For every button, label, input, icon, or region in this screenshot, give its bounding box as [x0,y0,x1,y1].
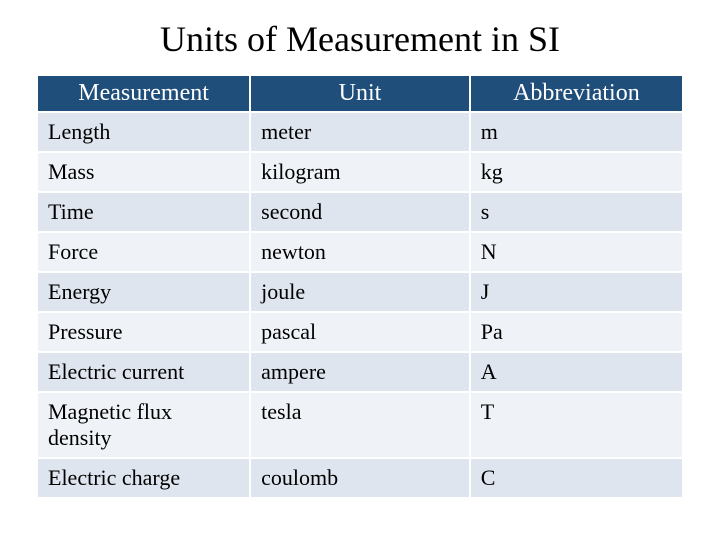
table-row: Energy joule J [37,272,683,312]
si-units-table: Measurement Unit Abbreviation Length met… [36,74,684,499]
cell-unit: coulomb [250,458,470,498]
table-row: Length meter m [37,112,683,152]
table-row: Electric current ampere A [37,352,683,392]
cell-unit: second [250,192,470,232]
cell-measurement: Time [37,192,250,232]
col-header-measurement: Measurement [37,75,250,112]
table-row: Time second s [37,192,683,232]
cell-unit: pascal [250,312,470,352]
cell-abbreviation: A [470,352,683,392]
table-row: Electric charge coulomb C [37,458,683,498]
table-row: Pressure pascal Pa [37,312,683,352]
cell-measurement: Energy [37,272,250,312]
cell-measurement: Length [37,112,250,152]
cell-abbreviation: s [470,192,683,232]
cell-measurement: Electric charge [37,458,250,498]
table-row: Mass kilogram kg [37,152,683,192]
col-header-abbreviation: Abbreviation [470,75,683,112]
cell-measurement: Force [37,232,250,272]
cell-abbreviation: m [470,112,683,152]
cell-abbreviation: N [470,232,683,272]
col-header-unit: Unit [250,75,470,112]
cell-abbreviation: T [470,392,683,458]
cell-unit: ampere [250,352,470,392]
cell-abbreviation: J [470,272,683,312]
table-header-row: Measurement Unit Abbreviation [37,75,683,112]
cell-measurement: Magnetic flux density [37,392,250,458]
cell-measurement: Pressure [37,312,250,352]
cell-unit: joule [250,272,470,312]
cell-unit: kilogram [250,152,470,192]
cell-abbreviation: C [470,458,683,498]
cell-abbreviation: Pa [470,312,683,352]
cell-unit: meter [250,112,470,152]
cell-abbreviation: kg [470,152,683,192]
page-title: Units of Measurement in SI [36,18,684,60]
cell-measurement: Electric current [37,352,250,392]
cell-measurement: Mass [37,152,250,192]
cell-unit: newton [250,232,470,272]
cell-unit: tesla [250,392,470,458]
table-row: Force newton N [37,232,683,272]
table-row: Magnetic flux density tesla T [37,392,683,458]
